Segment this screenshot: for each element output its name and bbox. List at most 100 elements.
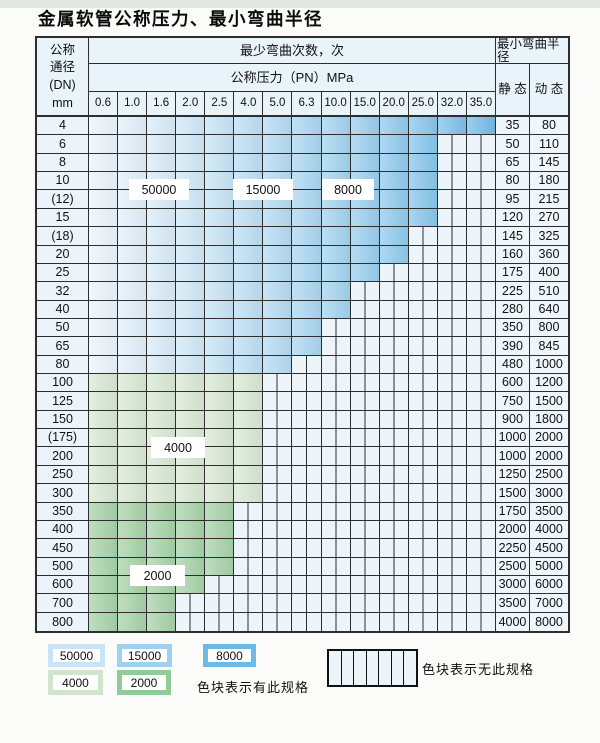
spec-cell xyxy=(147,245,177,264)
no-spec-cell xyxy=(321,447,351,466)
no-spec-cell xyxy=(234,520,264,540)
spec-cell xyxy=(118,208,148,228)
spec-cell xyxy=(89,447,119,466)
legend-block-2000: 2000 xyxy=(117,670,171,695)
spec-cell xyxy=(89,300,119,319)
spec-cell xyxy=(118,392,148,411)
no-spec-cell xyxy=(466,208,496,228)
no-spec-cell xyxy=(437,282,467,301)
no-spec-cell xyxy=(350,337,380,356)
spec-cell xyxy=(205,447,235,466)
spec-cell xyxy=(437,117,467,136)
no-spec-cell xyxy=(263,520,293,540)
no-spec-cell xyxy=(205,612,235,631)
no-spec-cell xyxy=(350,539,380,558)
spec-cell xyxy=(89,429,119,448)
spec-cell xyxy=(350,227,380,246)
spec-cell xyxy=(89,410,119,430)
spec-cell xyxy=(379,227,409,246)
spec-cell xyxy=(147,208,177,228)
no-spec-cell xyxy=(321,539,351,558)
row-label-cell: (12) xyxy=(37,190,89,209)
no-spec-cell xyxy=(466,502,496,521)
spec-cell xyxy=(176,318,206,338)
no-spec-cell xyxy=(292,575,322,595)
no-spec-cell xyxy=(234,612,264,631)
no-spec-cell xyxy=(321,612,351,631)
no-spec-cell xyxy=(350,557,380,576)
pressure-tick-cell: 1.6 xyxy=(147,92,177,117)
spec-cell xyxy=(89,135,119,154)
no-spec-cell xyxy=(437,135,467,154)
no-spec-cell xyxy=(437,263,467,283)
no-spec-cell xyxy=(176,612,206,631)
spec-cell xyxy=(176,227,206,246)
spec-cell xyxy=(205,282,235,301)
row-label-cell: 100 xyxy=(37,374,89,393)
no-spec-cell xyxy=(205,575,235,595)
spec-cell xyxy=(379,153,409,173)
spec-cell xyxy=(118,117,148,136)
no-spec-cell xyxy=(263,612,293,631)
static-value-cell: 1000 xyxy=(495,429,530,448)
no-spec-cell xyxy=(437,575,467,595)
spec-cell xyxy=(147,300,177,319)
static-value-cell: 1750 xyxy=(495,502,530,521)
no-spec-cell xyxy=(321,392,351,411)
spec-cell xyxy=(147,318,177,338)
spec-cell xyxy=(147,135,177,154)
page-title: 金属软管公称压力、最小弯曲半径 xyxy=(38,9,323,29)
no-spec-cell xyxy=(379,429,409,448)
spec-cell xyxy=(118,447,148,466)
spec-cell xyxy=(176,337,206,356)
spec-cell xyxy=(118,282,148,301)
pressure-tick-cell: 0.6 xyxy=(89,92,119,117)
row-label-cell: 15 xyxy=(37,208,89,228)
no-spec-cell xyxy=(437,208,467,228)
spec-cell xyxy=(292,245,322,264)
no-spec-cell xyxy=(466,263,496,283)
no-spec-cell xyxy=(408,410,438,430)
spec-cell xyxy=(234,410,264,430)
spec-cell xyxy=(263,337,293,356)
spec-cell xyxy=(118,429,148,448)
spec-cell xyxy=(176,208,206,228)
no-spec-cell xyxy=(379,337,409,356)
no-spec-cell xyxy=(437,447,467,466)
static-header: 静 态 xyxy=(495,64,530,117)
no-spec-cell xyxy=(437,594,467,613)
no-spec-cell xyxy=(466,282,496,301)
no-spec-cell xyxy=(466,410,496,430)
no-spec-cell xyxy=(408,245,438,264)
static-value-cell: 3500 xyxy=(495,594,530,613)
no-spec-cell xyxy=(321,465,351,485)
no-spec-cell xyxy=(292,392,322,411)
no-spec-cell xyxy=(379,300,409,319)
spec-cell xyxy=(234,447,264,466)
no-spec-cell xyxy=(466,135,496,154)
row-label-cell: 200 xyxy=(37,447,89,466)
no-spec-cell xyxy=(466,575,496,595)
spec-cell xyxy=(292,227,322,246)
no-spec-cell xyxy=(408,465,438,485)
no-spec-cell xyxy=(437,410,467,430)
spec-cell xyxy=(176,245,206,264)
row-label-cell: 4 xyxy=(37,117,89,136)
spec-cell xyxy=(118,520,148,540)
spec-cell xyxy=(176,135,206,154)
spec-cell xyxy=(118,300,148,319)
pressure-tick-cell: 35.0 xyxy=(466,92,496,117)
spec-cell xyxy=(408,117,438,136)
spec-cell xyxy=(205,227,235,246)
spec-cell xyxy=(147,465,177,485)
static-value-cell: 160 xyxy=(495,245,530,264)
dynamic-value-cell: 4000 xyxy=(529,520,568,540)
dynamic-value-cell: 145 xyxy=(529,153,568,173)
static-value-cell: 35 xyxy=(495,117,530,136)
spec-cell xyxy=(176,263,206,283)
no-spec-cell xyxy=(379,484,409,503)
no-spec-cell xyxy=(379,447,409,466)
no-spec-cell xyxy=(379,557,409,576)
no-spec-cell xyxy=(466,374,496,393)
spec-cell xyxy=(263,282,293,301)
